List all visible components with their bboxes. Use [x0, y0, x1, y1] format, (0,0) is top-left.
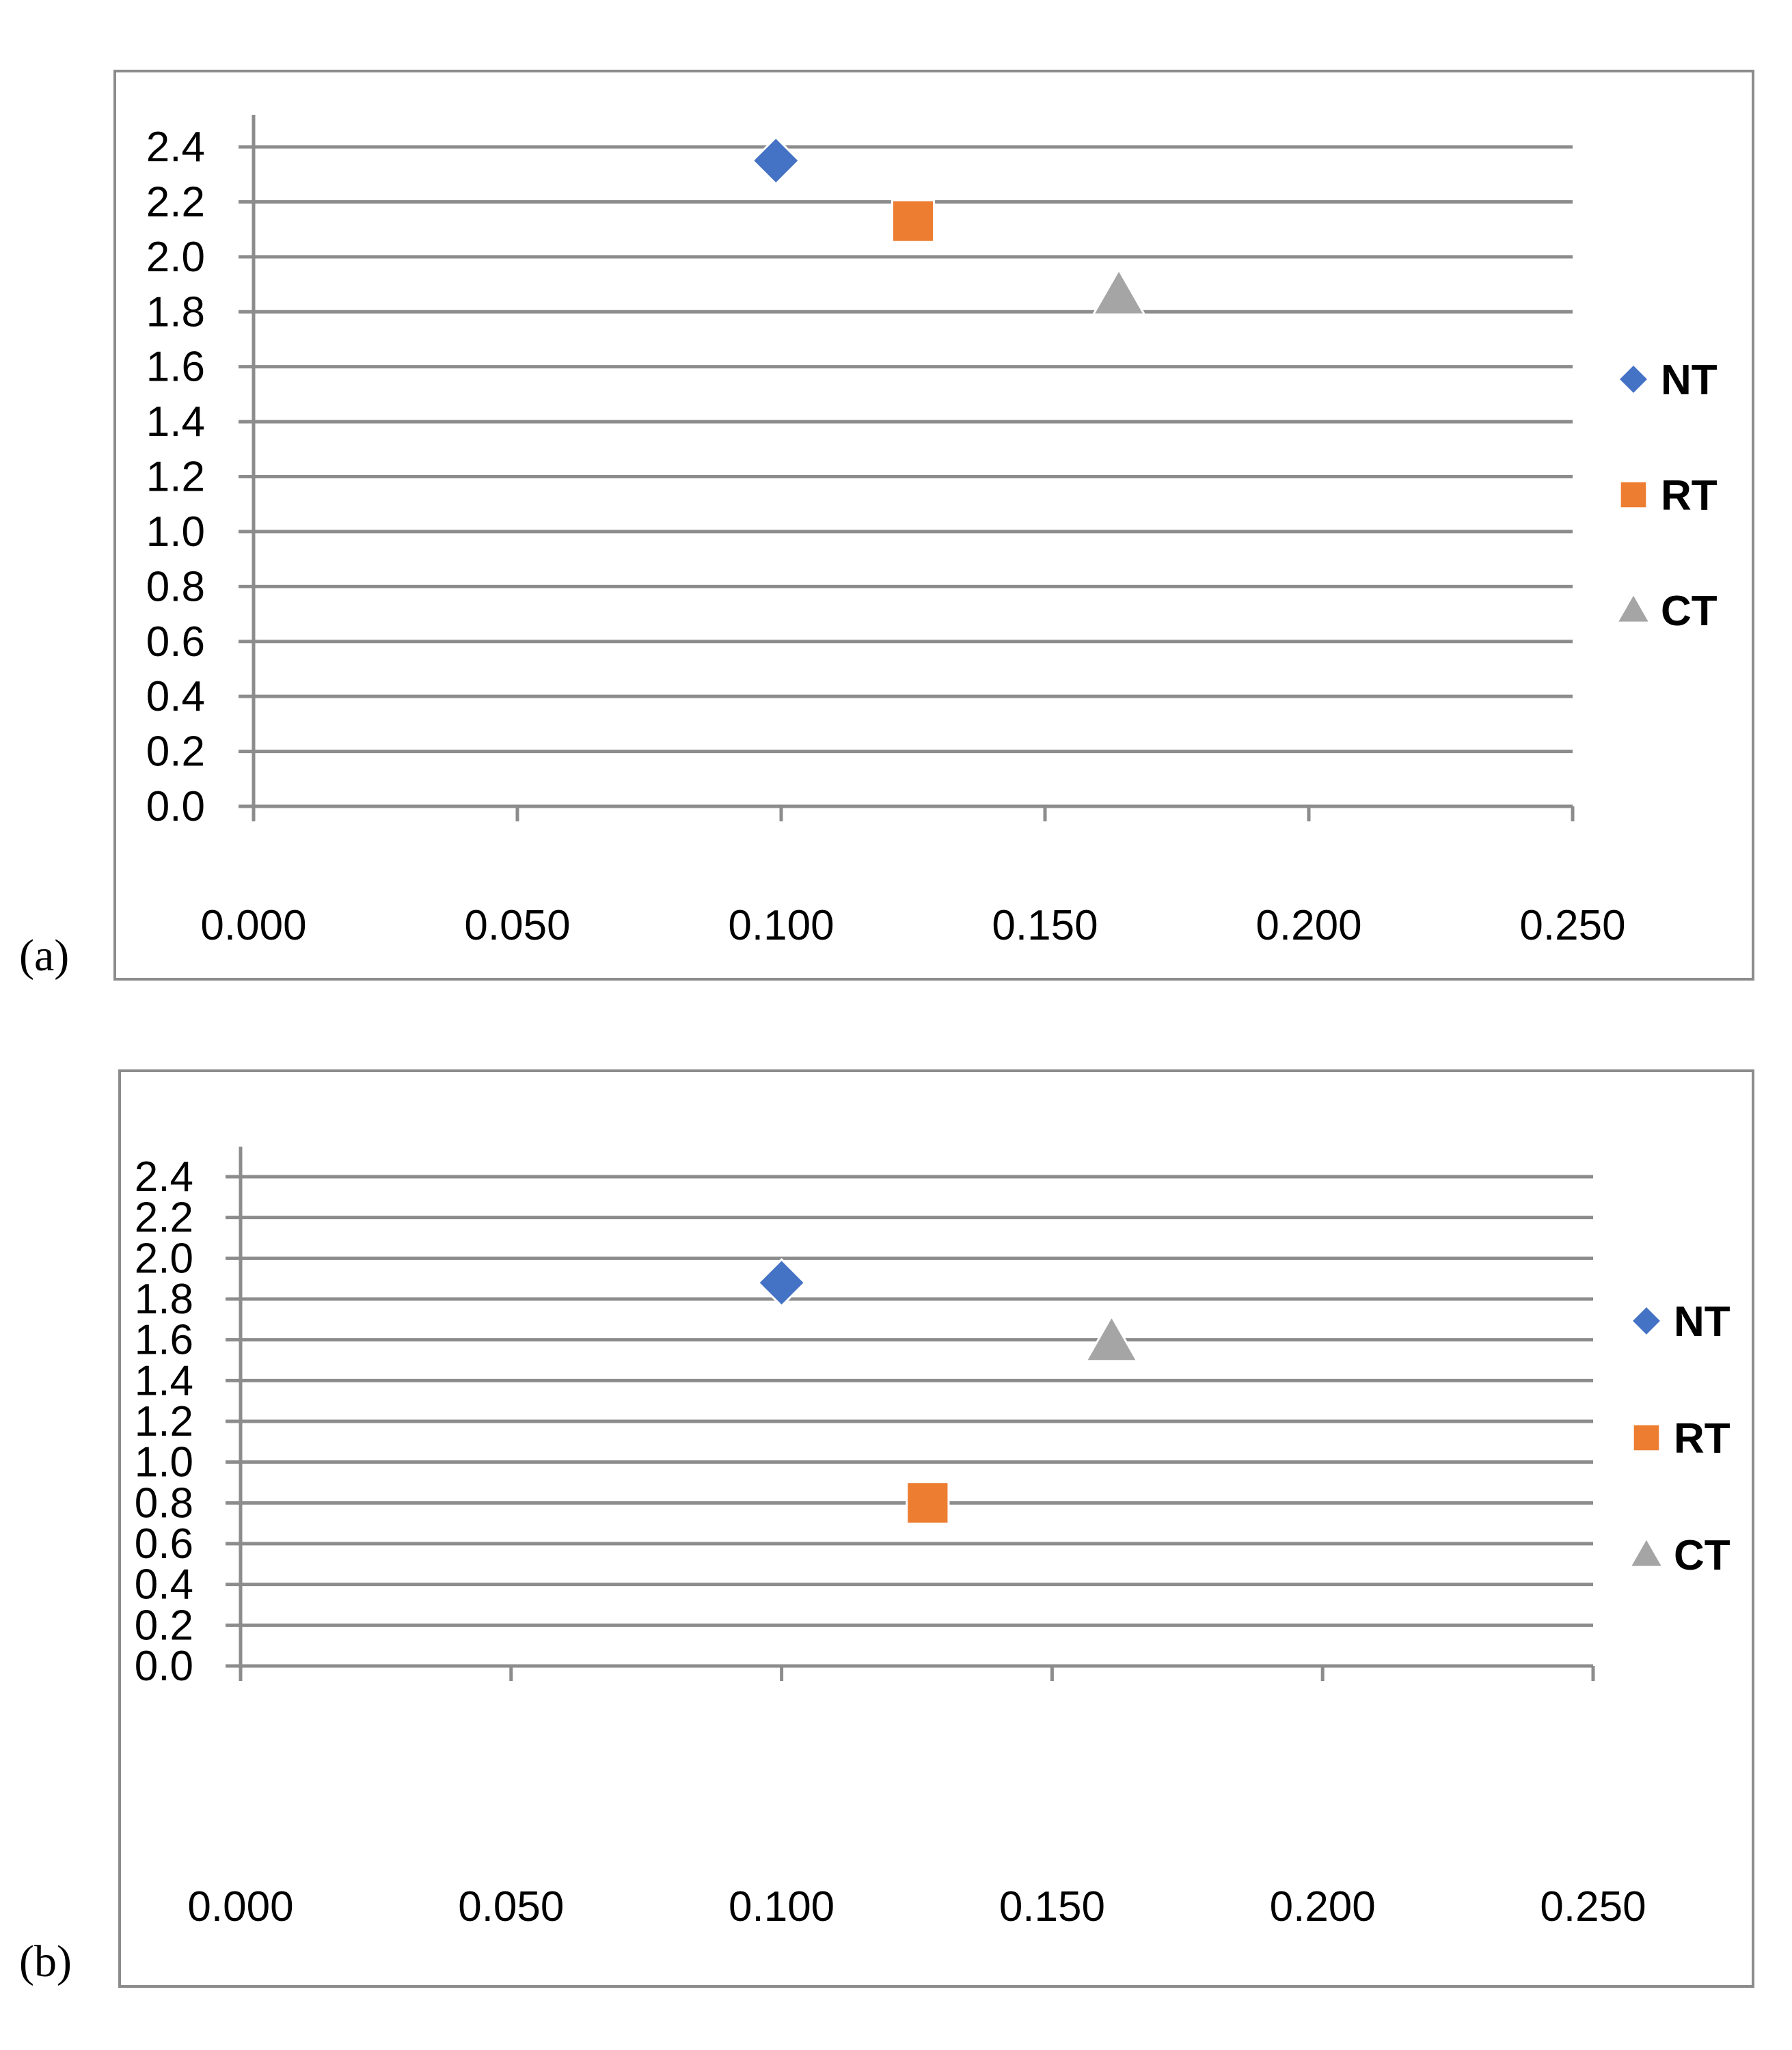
y-tick-label: 1.4: [135, 1357, 193, 1404]
y-tick-label: 0.0: [135, 1643, 193, 1690]
legend-marker-ct: [1628, 1535, 1665, 1568]
y-tick-label: 0.8: [146, 563, 205, 610]
legend-label-rt: RT: [1661, 472, 1718, 519]
y-tick-label: 0.4: [146, 673, 205, 720]
y-tick-label: 1.0: [135, 1439, 193, 1486]
y-tick-label: 1.6: [146, 344, 205, 391]
x-tick-label: 0.050: [464, 902, 570, 949]
y-tick-label: 0.2: [135, 1602, 193, 1649]
legend-marker-ct: [1615, 591, 1652, 624]
x-tick-label: 0.050: [458, 1883, 564, 1930]
legend-label-ct: CT: [1674, 1532, 1730, 1579]
scatter-chart-a: 0.0 0.2 0.4 0.6 0.8 1.0 1.2 1.4 1.6 1.8 2.0 2.2 2.4 0…: [19, 70, 1754, 981]
x-tick-label: 0.100: [728, 902, 834, 949]
data-point-ct: [1084, 1314, 1139, 1363]
legend-marker-nt: [1629, 1304, 1664, 1338]
scatter-chart-b: 0.00.20.40.60.81.01.21.41.61.82.02.22.4 0…: [19, 1069, 1754, 1988]
y-tick-label: 2.2: [135, 1194, 193, 1242]
panel-label: (b): [19, 1937, 72, 1986]
y-tick-label: 1.2: [146, 454, 205, 501]
y-tick-label: 2.4: [146, 124, 205, 171]
y-tick-label: 1.4: [146, 398, 205, 446]
data-point-nt: [757, 1258, 806, 1308]
y-tick-label: 0.4: [135, 1561, 193, 1609]
data-point-rt: [891, 199, 936, 243]
chart-frame: [113, 70, 1754, 981]
chart-frame: [118, 1069, 1754, 1988]
x-tick-label: 0.250: [1540, 1883, 1646, 1930]
x-tick-label: 0.200: [1255, 902, 1361, 949]
y-tick-label: 2.4: [135, 1153, 193, 1201]
y-tick-label: 1.8: [135, 1276, 193, 1323]
y-tick-label: 0.0: [146, 783, 205, 830]
x-tick-label: 0.000: [200, 902, 306, 949]
y-tick-label: 2.0: [135, 1235, 193, 1282]
legend-marker-rt: [1618, 480, 1648, 510]
panel-label: (a): [19, 931, 69, 981]
legend-marker-nt: [1616, 362, 1651, 396]
y-tick-label: 1.2: [135, 1398, 193, 1445]
x-tick-label: 0.250: [1519, 902, 1625, 949]
data-point-nt: [751, 135, 801, 186]
x-tick-label: 0.150: [992, 902, 1098, 949]
y-tick-label: 1.8: [146, 288, 205, 336]
y-tick-label: 2.2: [146, 178, 205, 226]
chart-panel-a: 0.0 0.2 0.4 0.6 0.8 1.0 1.2 1.4 1.6 1.8 2.0 2.2 2.4 0…: [19, 70, 1754, 981]
legend-label-rt: RT: [1674, 1415, 1730, 1462]
y-tick-label: 0.8: [135, 1479, 193, 1527]
legend-marker-rt: [1631, 1423, 1661, 1453]
legend-label-ct: CT: [1661, 588, 1718, 635]
x-tick-label: 0.000: [187, 1883, 293, 1930]
data-point-rt: [906, 1481, 950, 1525]
x-tick-label: 0.200: [1270, 1883, 1376, 1930]
legend-label-nt: NT: [1661, 357, 1718, 404]
data-point-ct: [1091, 267, 1147, 316]
x-tick-label: 0.150: [999, 1883, 1105, 1930]
y-tick-label: 0.6: [135, 1520, 193, 1568]
legend-label-nt: NT: [1674, 1298, 1730, 1345]
y-tick-label: 1.0: [146, 508, 205, 556]
x-tick-label: 0.100: [729, 1883, 834, 1930]
y-tick-label: 0.2: [146, 728, 205, 776]
y-tick-label: 2.0: [146, 234, 205, 281]
chart-panel-b: 0.0 0.2 0.4 0.6 0.8 1.0 1.2 1.4 1.6 1.8 2.0 2.2 2.4 0…: [0, 1025, 1792, 2050]
y-tick-label: 0.6: [146, 618, 205, 666]
y-tick-label: 1.6: [135, 1317, 193, 1364]
